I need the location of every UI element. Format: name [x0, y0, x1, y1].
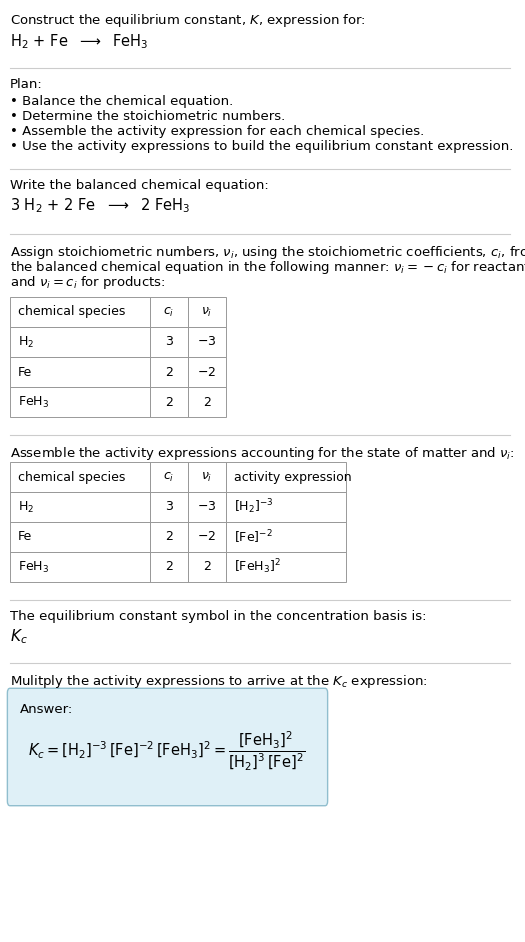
- Text: H$_2$ + Fe  $\longrightarrow$  FeH$_3$: H$_2$ + Fe $\longrightarrow$ FeH$_3$: [10, 32, 149, 51]
- Text: 2: 2: [203, 560, 211, 574]
- Bar: [188, 387, 226, 417]
- Text: • Balance the chemical equation.: • Balance the chemical equation.: [10, 95, 233, 108]
- Text: Plan:: Plan:: [10, 78, 43, 91]
- Bar: [188, 327, 226, 357]
- Text: 2: 2: [165, 560, 173, 574]
- Bar: [150, 327, 188, 357]
- Text: $-3$: $-3$: [197, 500, 217, 513]
- Text: $c_i$: $c_i$: [163, 470, 175, 483]
- Text: • Use the activity expressions to build the equilibrium constant expression.: • Use the activity expressions to build …: [10, 140, 513, 153]
- Text: Assign stoichiometric numbers, $\nu_i$, using the stoichiometric coefficients, $: Assign stoichiometric numbers, $\nu_i$, …: [10, 244, 525, 261]
- Bar: [150, 387, 188, 417]
- Bar: [10, 522, 150, 552]
- Text: 2: 2: [165, 396, 173, 409]
- Text: FeH$_3$: FeH$_3$: [18, 395, 49, 410]
- Text: activity expression: activity expression: [234, 470, 352, 483]
- Bar: [226, 522, 346, 552]
- Text: Write the balanced chemical equation:: Write the balanced chemical equation:: [10, 179, 269, 192]
- Text: the balanced chemical equation in the following manner: $\nu_i = -c_i$ for react: the balanced chemical equation in the fo…: [10, 259, 525, 276]
- Bar: [188, 522, 226, 552]
- Bar: [150, 297, 188, 327]
- Text: Mulitply the activity expressions to arrive at the $K_c$ expression:: Mulitply the activity expressions to arr…: [10, 673, 428, 690]
- Text: chemical species: chemical species: [18, 305, 125, 318]
- Bar: [10, 327, 150, 357]
- Text: FeH$_3$: FeH$_3$: [18, 560, 49, 575]
- Text: 2: 2: [165, 365, 173, 379]
- Text: $-3$: $-3$: [197, 335, 217, 349]
- Bar: [150, 462, 188, 492]
- Text: • Assemble the activity expression for each chemical species.: • Assemble the activity expression for e…: [10, 125, 424, 138]
- Text: $-2$: $-2$: [197, 530, 216, 544]
- Bar: [226, 552, 346, 582]
- Bar: [188, 462, 226, 492]
- Text: H$_2$: H$_2$: [18, 334, 34, 349]
- Text: Construct the equilibrium constant, $K$, expression for:: Construct the equilibrium constant, $K$,…: [10, 12, 366, 29]
- Text: 3: 3: [165, 500, 173, 513]
- Bar: [10, 492, 150, 522]
- Bar: [188, 297, 226, 327]
- Text: $c_i$: $c_i$: [163, 305, 175, 318]
- Bar: [10, 552, 150, 582]
- Bar: [150, 492, 188, 522]
- FancyBboxPatch shape: [7, 689, 328, 805]
- Text: $[\mathrm{H_2}]^{-3}$: $[\mathrm{H_2}]^{-3}$: [234, 497, 274, 516]
- Text: $K_c = [\mathrm{H_2}]^{-3}\,[\mathrm{Fe}]^{-2}\,[\mathrm{FeH_3}]^{2} = \dfrac{[\: $K_c = [\mathrm{H_2}]^{-3}\,[\mathrm{Fe}…: [28, 729, 305, 772]
- Text: • Determine the stoichiometric numbers.: • Determine the stoichiometric numbers.: [10, 110, 285, 123]
- Bar: [10, 387, 150, 417]
- Bar: [10, 357, 150, 387]
- Text: 2: 2: [203, 396, 211, 409]
- Text: $[\mathrm{Fe}]^{-2}$: $[\mathrm{Fe}]^{-2}$: [234, 528, 272, 545]
- Bar: [226, 462, 346, 492]
- Text: $K_c$: $K_c$: [10, 627, 28, 645]
- Bar: [150, 357, 188, 387]
- Text: Assemble the activity expressions accounting for the state of matter and $\nu_i$: Assemble the activity expressions accoun…: [10, 445, 514, 462]
- Text: Fe: Fe: [18, 530, 32, 544]
- Bar: [150, 522, 188, 552]
- Bar: [188, 357, 226, 387]
- Text: Answer:: Answer:: [20, 703, 74, 716]
- Bar: [188, 492, 226, 522]
- Text: 2: 2: [165, 530, 173, 544]
- Text: $[\mathrm{FeH_3}]^{2}$: $[\mathrm{FeH_3}]^{2}$: [234, 558, 281, 577]
- Text: H$_2$: H$_2$: [18, 499, 34, 514]
- Text: Fe: Fe: [18, 365, 32, 379]
- Text: 3: 3: [165, 335, 173, 349]
- Text: chemical species: chemical species: [18, 470, 125, 483]
- Bar: [150, 552, 188, 582]
- Text: 3 H$_2$ + 2 Fe  $\longrightarrow$  2 FeH$_3$: 3 H$_2$ + 2 Fe $\longrightarrow$ 2 FeH$_…: [10, 196, 191, 215]
- Text: and $\nu_i = c_i$ for products:: and $\nu_i = c_i$ for products:: [10, 274, 165, 291]
- Text: $-2$: $-2$: [197, 365, 216, 379]
- Text: $\nu_i$: $\nu_i$: [201, 305, 213, 318]
- Bar: [188, 552, 226, 582]
- Bar: [226, 492, 346, 522]
- Bar: [10, 297, 150, 327]
- Text: $\nu_i$: $\nu_i$: [201, 470, 213, 483]
- Bar: [10, 462, 150, 492]
- Text: The equilibrium constant symbol in the concentration basis is:: The equilibrium constant symbol in the c…: [10, 610, 426, 623]
